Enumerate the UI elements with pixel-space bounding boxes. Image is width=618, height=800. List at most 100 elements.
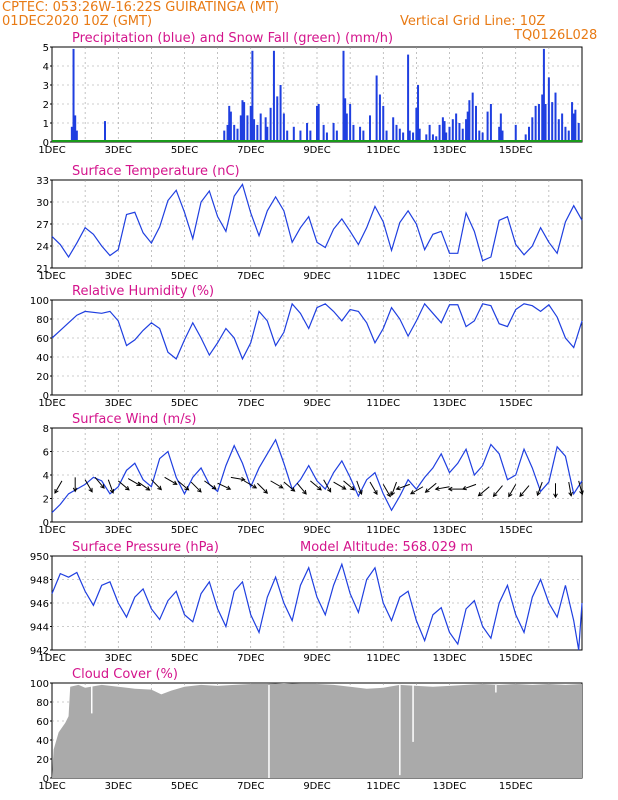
humidity-line — [51, 302, 583, 361]
pressure-xtick-label: 3DEC — [105, 653, 132, 664]
wind-arrow — [117, 480, 130, 491]
precipitation-bar — [223, 130, 226, 142]
wind-arrow-head — [100, 484, 105, 489]
cloud-cover-ytick-label: 60 — [36, 717, 49, 728]
precipitation-bar — [451, 119, 454, 142]
precipitation-bar — [544, 104, 547, 142]
precipitation-bar — [332, 123, 335, 142]
temperature-title: Surface Temperature (nC) — [72, 164, 240, 179]
temperature-xtick-label: 15DEC — [499, 271, 533, 282]
wind-arrow — [230, 476, 245, 481]
wind-arrow — [127, 478, 141, 486]
precipitation-xtick-label: 15DEC — [499, 145, 533, 156]
precipitation-bar — [524, 134, 527, 142]
precipitation-bar — [249, 105, 252, 142]
wind-arrow-head — [184, 485, 190, 491]
precipitation-bar — [542, 48, 545, 142]
wind-arrow — [462, 483, 477, 490]
temperature-ytick-label: 21 — [36, 264, 49, 275]
wind-arrow-head — [341, 485, 347, 490]
precipitation-bar — [514, 124, 517, 142]
precipitation-bar — [317, 104, 320, 142]
wind-xtick-label: 5DEC — [171, 525, 198, 536]
humidity-xtick-label: 15DEC — [499, 398, 533, 409]
humidity-xtick-label: 11DEC — [366, 398, 400, 409]
precipitation-bar — [489, 104, 492, 142]
precipitation-bar — [279, 85, 282, 142]
precipitation-xtick-label: 3DEC — [105, 145, 132, 156]
precipitation-xtick-label: 1DEC — [38, 145, 65, 156]
precipitation-bar — [239, 115, 242, 142]
precipitation-xtick-label: 11DEC — [366, 145, 400, 156]
temperature-xtick-label: 9DEC — [303, 271, 330, 282]
precipitation-bar — [251, 50, 254, 142]
temperature-ytick-label: 33 — [36, 176, 49, 187]
precipitation-bar — [276, 96, 279, 142]
precipitation-bar — [417, 85, 420, 142]
precipitation-bar — [486, 111, 489, 142]
humidity-xtick-label: 13DEC — [433, 398, 467, 409]
precipitation-bar — [501, 130, 504, 142]
wind-arrow-head — [211, 485, 217, 490]
precipitation-bar — [557, 119, 560, 142]
pressure-xtick-label: 13DEC — [433, 653, 467, 664]
wind-arrow-head — [88, 487, 93, 493]
precipitation-bar — [412, 132, 415, 142]
pressure-xtick-label: 7DEC — [237, 653, 264, 664]
precipitation-bar — [554, 92, 557, 142]
precipitation-bar — [241, 100, 244, 142]
precipitation-bar — [72, 48, 75, 142]
precipitation-ytick-label: 4 — [43, 62, 49, 73]
precipitation-title: Precipitation (blue) and Snow Fall (gree… — [72, 31, 393, 46]
wind-arrow-head — [252, 484, 258, 489]
precipitation-xtick-label: 5DEC — [171, 145, 198, 156]
wind-arrow — [243, 480, 257, 489]
wind-arrow — [369, 481, 378, 495]
precipitation-bar — [567, 130, 570, 142]
humidity-ytick-label: 20 — [36, 372, 49, 383]
temperature-line — [51, 183, 583, 262]
header-grid-line: Vertical Grid Line: 10Z — [400, 14, 546, 29]
pressure-title: Surface Pressure (hPa) — [72, 540, 219, 555]
cloud-cover-ytick-label: 80 — [36, 698, 49, 709]
wind-arrow — [283, 481, 295, 492]
precipitation-bar — [435, 136, 438, 142]
wind-arrow — [382, 484, 391, 497]
cloud-cover-xtick-label: 11DEC — [366, 781, 400, 792]
wind-arrow-head — [390, 491, 396, 497]
pressure-ytick-label: 942 — [30, 646, 49, 657]
precipitation-bar — [253, 119, 256, 142]
cloud-cover-xtick-label: 1DEC — [38, 781, 65, 792]
temperature-ytick-label: 24 — [36, 242, 49, 253]
pressure-ytick-label: 950 — [30, 552, 49, 563]
precipitation-bar — [395, 124, 398, 142]
cloud-cover-title: Cloud Cover (%) — [72, 667, 178, 682]
wind-xtick-label: 7DEC — [237, 525, 264, 536]
cloud-cover-ytick-label: 100 — [30, 679, 49, 690]
wind-title: Surface Wind (m/s) — [72, 412, 196, 427]
wind-arrow — [508, 484, 517, 497]
precipitation-bar — [471, 92, 474, 142]
cloud-cover-ytick-label: 40 — [36, 736, 49, 747]
precipitation-bar — [438, 124, 441, 142]
precipitation-bar — [547, 77, 550, 142]
precipitation-bar — [299, 130, 302, 142]
precipitation-bar — [571, 102, 574, 142]
wind-arrow-head — [477, 491, 483, 497]
cloud-cover-xtick-label: 15DEC — [499, 781, 533, 792]
wind-arrow — [310, 480, 322, 491]
wind-arrow-head — [109, 488, 115, 494]
precipitation-bar — [322, 124, 325, 142]
wind-ytick-label: 0 — [43, 518, 49, 529]
precipitation-bar — [574, 109, 577, 142]
precipitation-bar — [415, 107, 418, 142]
wind-arrow — [356, 480, 363, 495]
precipitation-bar — [443, 121, 446, 142]
precipitation-bar — [402, 132, 405, 142]
precipitation-bar — [269, 107, 272, 142]
precipitation-bar — [408, 130, 411, 142]
wind-arrow — [190, 481, 202, 493]
wind-arrow-head — [568, 491, 573, 497]
humidity-xtick-label: 5DEC — [171, 398, 198, 409]
precipitation-bar — [104, 121, 106, 142]
